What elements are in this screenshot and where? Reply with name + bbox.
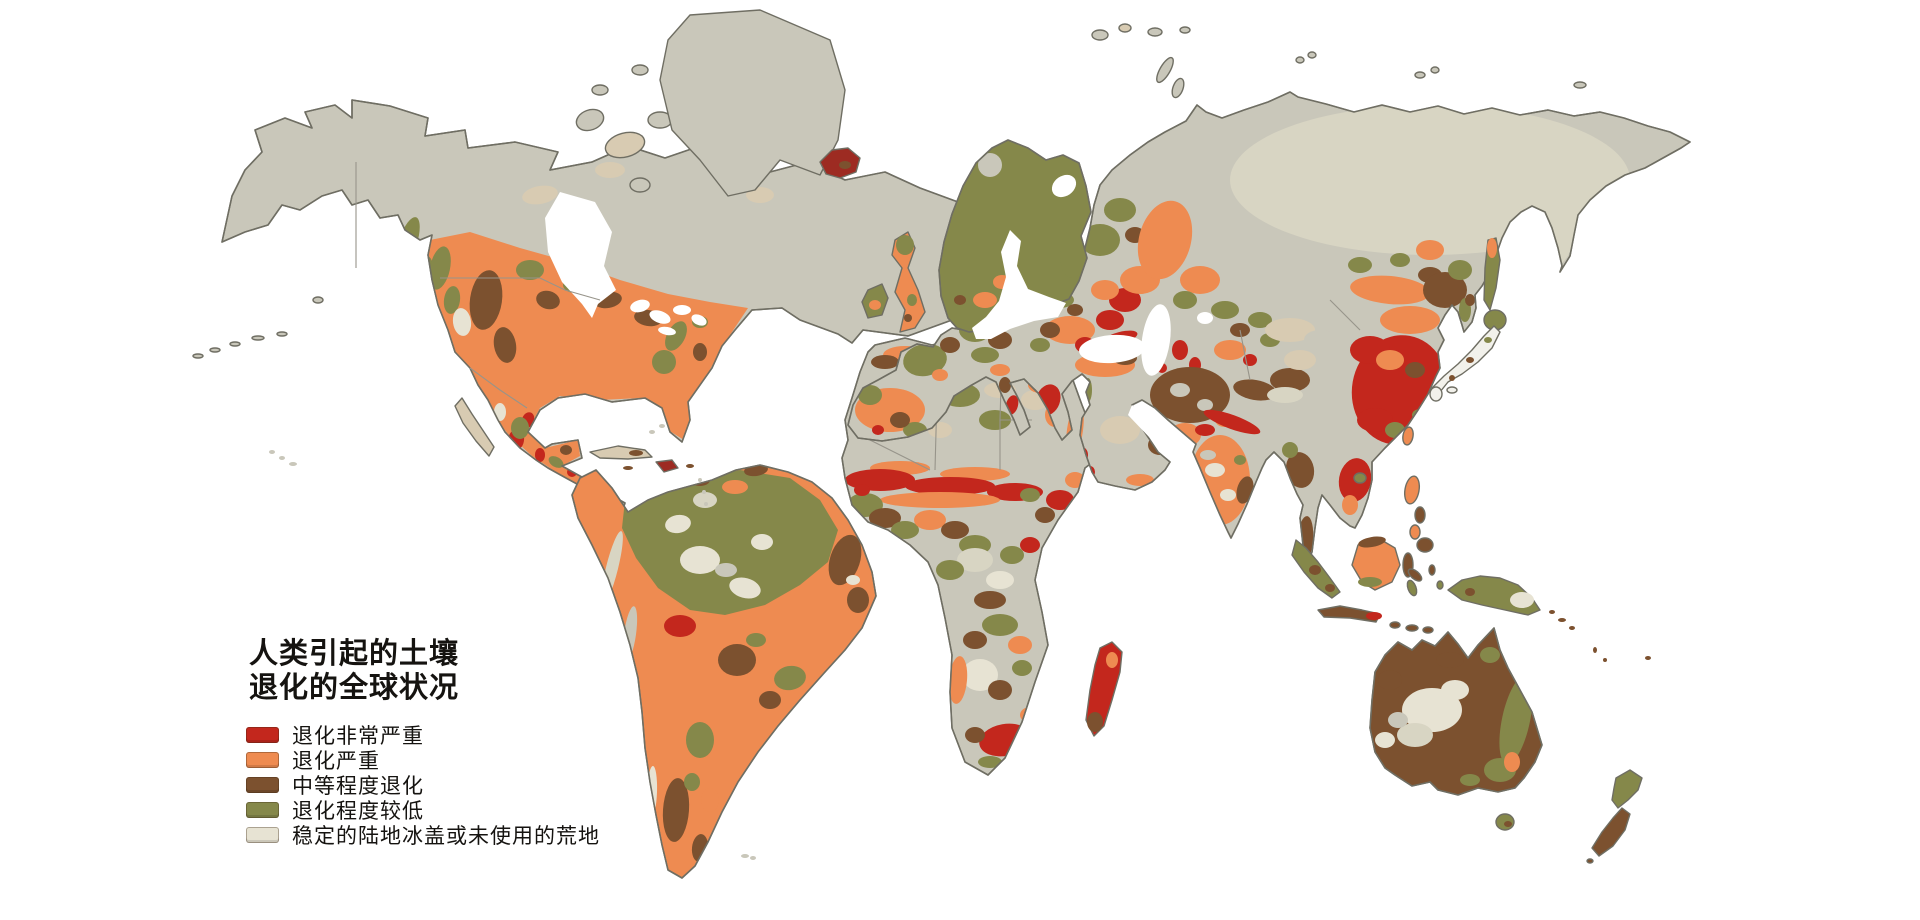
hudson-bay [545,192,616,318]
aral-sea [1197,312,1213,324]
continent-north-america [221,99,1051,513]
legend-item-moderate: 中等程度退化 [246,772,600,798]
russian-arctic-islands [1091,23,1587,99]
persian-gulf [1128,405,1158,438]
caspian-sea [1141,304,1171,376]
baja-california [454,397,495,457]
hawaii-islands [269,450,297,466]
legend-label-very-severe: 退化非常严重 [292,724,424,748]
legend-item-severe: 退化严重 [246,747,600,773]
continent-africa [841,337,1103,776]
greenland [659,9,846,197]
hainan [1353,472,1367,484]
legend-item-stable: 稳定的陆地冰盖或未使用的荒地 [246,822,600,848]
caribbean-islands [589,424,708,506]
madagascar [1085,641,1123,737]
white-sea [1051,174,1077,198]
british-isles [861,231,926,333]
legend: 退化非常严重 退化严重 中等程度退化 退化程度较低 稳定的陆地冰盖或未使用的荒地 [246,722,600,848]
south-america-degradation-patches [601,465,869,862]
map-title-line1: 人类引起的土壤 [249,638,460,670]
north-america-degradation-patches [396,162,774,510]
legend-swatch-severe [246,751,279,768]
legend-label-stable: 稳定的陆地冰盖或未使用的荒地 [292,824,600,848]
political-borders-eurasia [1239,299,1361,381]
map-title: 人类引起的土壤 退化的全球状况 [249,637,459,705]
philippines [1403,475,1434,553]
new-guinea [1447,575,1541,616]
legend-label-moderate: 中等程度退化 [292,774,424,798]
legend-swatch-moderate [246,776,279,793]
legend-swatch-low [246,801,279,818]
legend-label-severe: 退化严重 [292,749,380,773]
great-lakes [630,299,707,336]
legend-swatch-very-severe [246,726,279,743]
baltic-sea [972,230,1066,339]
taiwan [1402,426,1414,446]
aleutian-islands [192,296,324,359]
new-zealand [1586,769,1643,864]
continent-australia [1369,627,1543,796]
legend-label-low: 退化程度较低 [292,799,424,823]
pacific-islands [1549,610,1651,662]
tasmania [1495,813,1515,831]
japan [1429,309,1507,402]
continent-south-america [571,464,877,879]
sakhalin [1483,237,1501,311]
political-borders-north-america [355,162,601,409]
map-title-line2: 退化的全球状况 [249,672,460,704]
falkland-islands [741,854,756,860]
africa-degradation-patches [845,346,1085,768]
indonesia [1291,536,1444,634]
legend-item-very-severe: 退化非常严重 [246,722,600,748]
legend-swatch-stable [246,826,279,843]
iceland [819,147,861,179]
legend-item-low: 退化程度较低 [246,797,600,823]
black-sea [1079,334,1145,364]
